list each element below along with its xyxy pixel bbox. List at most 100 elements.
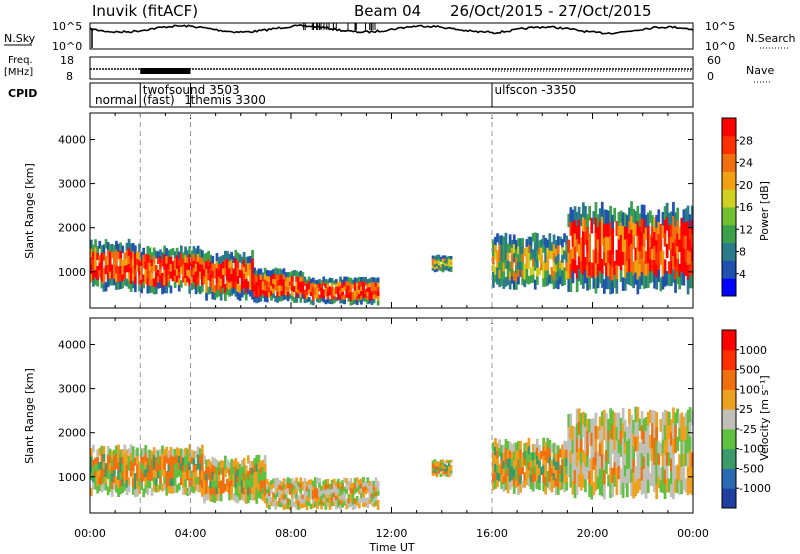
heatmap-cell xyxy=(169,462,173,471)
heatmap-cell xyxy=(508,473,512,482)
heatmap-cell xyxy=(219,292,223,301)
heatmap-cell xyxy=(678,454,681,469)
heatmap-cell xyxy=(644,251,648,264)
heatmap-cell xyxy=(171,261,175,269)
heatmap-cell xyxy=(638,465,642,479)
heatmap-cell xyxy=(125,242,129,251)
heatmap-cell xyxy=(447,260,451,264)
heatmap-cell xyxy=(529,474,533,482)
heatmap-cell xyxy=(291,270,294,277)
heatmap-cell xyxy=(531,483,535,492)
heatmap-cell xyxy=(611,214,614,229)
heatmap-cell xyxy=(278,502,282,507)
heatmap-cell xyxy=(314,477,317,483)
heatmap-cell xyxy=(521,452,524,460)
heatmap-cell xyxy=(494,479,497,489)
heatmap-cell xyxy=(131,454,135,463)
heatmap-cell xyxy=(213,458,217,467)
heatmap-cell xyxy=(221,255,225,262)
heatmap-cell xyxy=(177,455,181,463)
heatmap-cell xyxy=(435,474,439,478)
heatmap-cell xyxy=(337,286,340,292)
heatmap-cell xyxy=(194,477,198,485)
heatmap-cell xyxy=(653,245,656,261)
heatmap-cell xyxy=(316,488,319,494)
heatmap-cell xyxy=(232,460,236,468)
heatmap-cell xyxy=(563,449,566,459)
heatmap-cell xyxy=(492,450,495,459)
heatmap-cell xyxy=(280,481,284,487)
colorbar-segment xyxy=(722,242,736,261)
heatmap-cell xyxy=(674,412,677,427)
heatmap-cell xyxy=(203,479,206,488)
heatmap-cell xyxy=(360,492,363,498)
heatmap-cell xyxy=(640,480,644,495)
heatmap-cell xyxy=(186,269,189,277)
heatmap-cell xyxy=(330,492,334,498)
heatmap-cell xyxy=(316,290,319,295)
heatmap-cell xyxy=(330,501,334,507)
heatmap-cell xyxy=(372,498,376,503)
heatmap-cell xyxy=(496,258,499,268)
heatmap-cell xyxy=(626,226,629,239)
heatmap-cell xyxy=(136,471,139,481)
colorbar-segment xyxy=(722,153,736,172)
heatmap-cell xyxy=(569,462,573,476)
heatmap-cell xyxy=(295,275,298,282)
heatmap-cell xyxy=(582,230,585,246)
heatmap-cell xyxy=(368,286,372,292)
heatmap-cell xyxy=(630,428,633,443)
heatmap-cell xyxy=(226,287,229,295)
heatmap-cell xyxy=(115,256,118,266)
heatmap-cell xyxy=(230,259,233,267)
heatmap-cell xyxy=(177,277,181,285)
heatmap-cell xyxy=(129,452,133,461)
heatmap-cell xyxy=(556,461,560,471)
heatmap-cell xyxy=(554,452,558,462)
heatmap-cell xyxy=(523,271,527,280)
heatmap-cell xyxy=(196,446,200,455)
heatmap-cell xyxy=(322,497,326,502)
heatmap-cell xyxy=(115,273,118,282)
heatmap-cell xyxy=(127,255,131,265)
heatmap-cell xyxy=(649,210,652,224)
heatmap-cell xyxy=(502,460,506,469)
heatmap-cell xyxy=(582,202,585,218)
heatmap-cell xyxy=(335,297,338,302)
heatmap-cell xyxy=(368,499,372,505)
heatmap-cell xyxy=(238,478,242,486)
heatmap-cell xyxy=(672,407,675,424)
heatmap-cell xyxy=(596,476,600,489)
heatmap-cell xyxy=(600,258,604,274)
heatmap-cell xyxy=(684,412,688,427)
heatmap-cell xyxy=(272,292,275,299)
heatmap-cell xyxy=(649,472,652,487)
heatmap-cell xyxy=(205,493,208,501)
heatmap-cell xyxy=(288,276,292,282)
heatmap-cell xyxy=(213,292,217,300)
heatmap-cell xyxy=(561,239,564,248)
heatmap-cell xyxy=(592,262,596,276)
heatmap-cell xyxy=(134,473,137,482)
heatmap-cell xyxy=(221,280,225,288)
heatmap-cell xyxy=(504,439,508,448)
heatmap-cell xyxy=(318,294,321,300)
heatmap-cell xyxy=(613,461,617,475)
heatmap-cell xyxy=(265,493,269,499)
heatmap-cell xyxy=(207,286,210,295)
heatmap-cell xyxy=(366,487,370,493)
heatmap-cell xyxy=(157,471,160,479)
heatmap-cell xyxy=(665,464,669,479)
heatmap-cell xyxy=(508,457,512,467)
heatmap-cell xyxy=(192,464,196,473)
heatmap-cell xyxy=(196,454,200,463)
heatmap-cell xyxy=(244,278,248,287)
heatmap-cell xyxy=(295,482,298,489)
heatmap-cell xyxy=(150,465,154,474)
heatmap-cell xyxy=(316,493,319,499)
heatmap-cell xyxy=(211,456,215,465)
heatmap-cell xyxy=(299,477,303,484)
heatmap-cell xyxy=(249,276,252,284)
heatmap-cell xyxy=(502,279,506,289)
